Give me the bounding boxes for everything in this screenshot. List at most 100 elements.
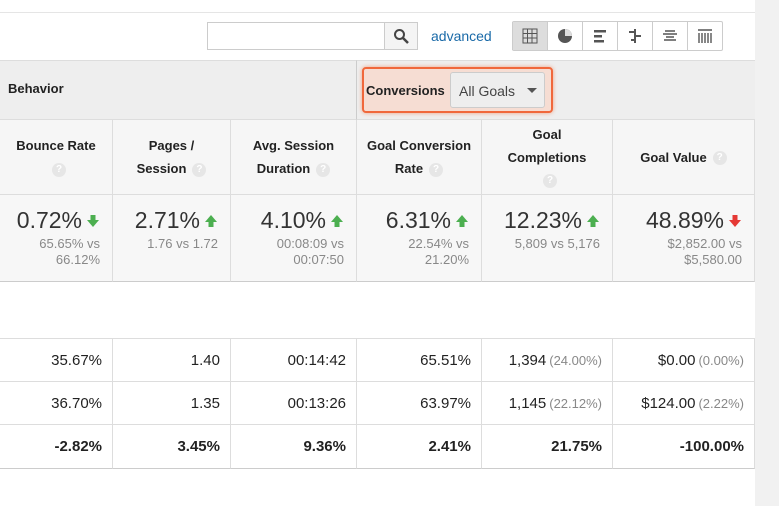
goal-select[interactable]: All Goals <box>450 72 545 108</box>
summary-main: 0.72% <box>0 207 100 234</box>
scroll-track <box>755 0 779 506</box>
summary-main: 12.23% <box>482 207 600 234</box>
header-text: Avg. Session <box>252 138 335 153</box>
header-text: Pages / <box>148 138 195 153</box>
help-icon: ? <box>192 162 207 177</box>
pie-view[interactable] <box>547 22 582 50</box>
header-text: Goal <box>532 126 562 142</box>
table-cell: 21.75% <box>482 425 613 469</box>
summary-cell: 0.72% 65.65% vs 66.12% <box>0 195 113 282</box>
header-text: Rate <box>394 161 424 176</box>
header-text: Goal Value <box>640 149 707 165</box>
icon <box>522 28 538 44</box>
goal-select-text: All Goals <box>459 83 516 99</box>
behavior-group: Behavior <box>0 60 357 120</box>
summary-compare-wrap: 1.76 vs 1.72 <box>113 234 218 253</box>
icon <box>629 29 641 43</box>
header-line: Pages / <box>149 134 195 157</box>
header-line: Goal Conversion <box>367 134 471 157</box>
column-header: Goal Completions? <box>482 120 613 195</box>
cell-value: 1.40 <box>190 352 220 369</box>
bar-view[interactable] <box>582 22 617 50</box>
cell-share: (24.00%) <box>549 353 602 368</box>
header-line: Goal <box>533 123 562 146</box>
advanced-link[interactable]: advanced <box>431 28 492 44</box>
cell-value: $0.00 <box>657 352 696 369</box>
term-cloud-view[interactable] <box>652 22 687 50</box>
table-cell: 3.45% <box>113 425 231 469</box>
table-cell: 00:13:26 <box>231 382 357 425</box>
summary-compare-wrap: $2,852.00 vs $5,580.00 <box>613 234 742 269</box>
summary-compare-wrap: 5,809 vs 5,176 <box>482 234 600 253</box>
header-line: Duration? <box>257 157 331 180</box>
cell-value: 35.67% <box>51 352 102 369</box>
help-icon: ? <box>543 174 557 189</box>
cell-value: 63.97% <box>420 395 471 412</box>
summary-value: 12.23% <box>503 207 582 233</box>
cell-share: (0.00%) <box>698 353 744 368</box>
summary-main: 6.31% <box>357 207 469 234</box>
pivot-view[interactable] <box>687 22 722 50</box>
summary-compare: $2,852.00 vs $5,580.00 <box>667 236 742 267</box>
table-view[interactable] <box>512 22 547 50</box>
trend-arrow <box>456 215 468 227</box>
icon <box>663 30 677 41</box>
summary-compare: 5,809 vs 5,176 <box>514 236 600 251</box>
cell-value: 00:14:42 <box>287 352 346 369</box>
search-input[interactable] <box>207 22 385 50</box>
trend-arrow <box>587 215 599 227</box>
table-cell: 1.35 <box>113 382 231 425</box>
header-text: Session <box>136 161 187 176</box>
cell-value: 3.45% <box>177 438 220 455</box>
table-cell: 1,394 (24.00%) <box>482 338 613 382</box>
cell-value: 65.51% <box>420 352 471 369</box>
table-cell: 36.70% <box>0 382 113 425</box>
summary-cell: 6.31% 22.54% vs 21.20% <box>357 195 482 282</box>
summary-main: 48.89% <box>613 207 742 234</box>
column-header: Goal Conversion Rate? <box>357 120 482 195</box>
comparison-view[interactable] <box>617 22 652 50</box>
cell-value: 1,394 <box>508 352 547 369</box>
cell-share: (2.22%) <box>698 396 744 411</box>
summary-value: 2.71% <box>134 207 200 233</box>
header-line: Bounce Rate <box>16 134 95 157</box>
table-cell: 1,145 (22.12%) <box>482 382 613 425</box>
icon <box>594 30 606 43</box>
summary-cell: 48.89% $2,852.00 vs $5,580.00 <box>613 195 755 282</box>
header-line: Rate? <box>394 157 444 180</box>
column-header: Avg. Session Duration? <box>231 120 357 195</box>
search-icon <box>394 29 409 44</box>
trend-arrow <box>729 215 741 227</box>
table-cell: 1.40 <box>113 338 231 382</box>
cell-value: -2.82% <box>54 438 102 455</box>
help-icon: ? <box>712 151 727 166</box>
view-toggle <box>512 21 723 51</box>
trend-arrow <box>87 215 99 227</box>
summary-cell: 4.10% 00:08:09 vs 00:07:50 <box>231 195 357 282</box>
table-cell: $0.00 (0.00%) <box>613 338 755 382</box>
summary-compare: 1.76 vs 1.72 <box>147 236 218 251</box>
summary-compare-wrap: 00:08:09 vs 00:07:50 <box>231 234 344 269</box>
cell-value: 1,145 <box>508 395 547 412</box>
search-button[interactable] <box>384 22 418 50</box>
table-cell: 63.97% <box>357 382 482 425</box>
summary-compare: 22.54% vs 21.20% <box>408 236 469 267</box>
icon <box>558 29 572 43</box>
header-line: Avg. Session <box>253 134 334 157</box>
help-icon: ? <box>52 162 66 177</box>
icon <box>698 29 712 43</box>
column-header: Pages / Session? <box>113 120 231 195</box>
divider <box>0 12 755 13</box>
cell-share: (22.12%) <box>549 396 602 411</box>
help-icon-row: ? <box>46 157 66 180</box>
help-icon-row: ? <box>537 169 557 192</box>
cell-value: 2.41% <box>428 438 471 455</box>
header-line: Session? <box>137 157 207 180</box>
table-cell: 9.36% <box>231 425 357 469</box>
header-text: Goal Conversion <box>366 138 472 153</box>
table-cell: -100.00% <box>613 425 755 469</box>
trend-arrow <box>205 215 217 227</box>
table-cell: $124.00 (2.22%) <box>613 382 755 425</box>
summary-compare-wrap: 65.65% vs 66.12% <box>0 234 100 269</box>
